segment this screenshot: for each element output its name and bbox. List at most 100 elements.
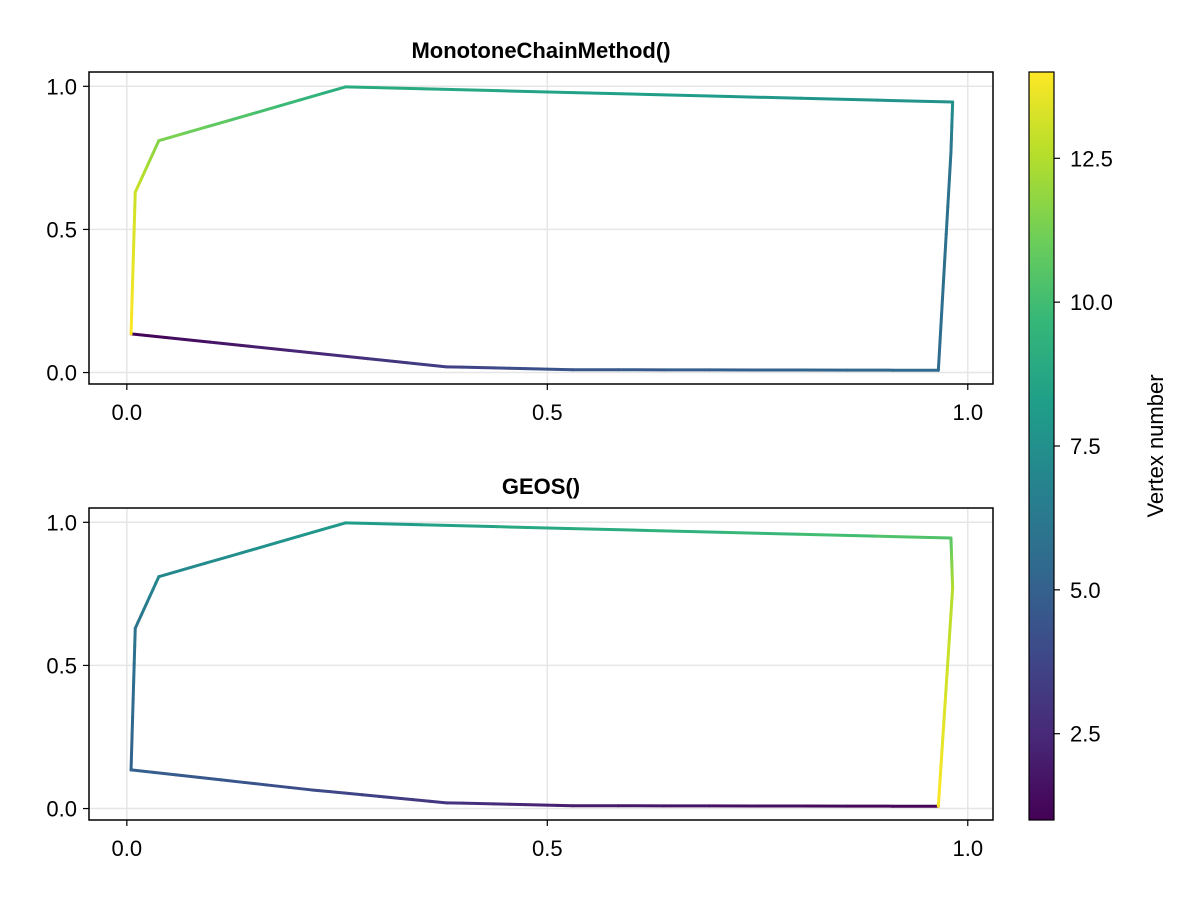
colorbar: 2.5 5.0 7.5 10.0 12.5 Vertex number [1028,71,1168,821]
panel-1-series-0-segment-3-4 [943,232,948,263]
panel-1-series-0-segment-5-1 [799,96,879,102]
panel-2-ticks: 0.0 0.5 1.0 0.0 0.5 1.0 [46,510,983,861]
panel-1-series-0-segment-5-4 [571,91,651,96]
panel-2-series-0-segment-6-0 [157,568,184,579]
panel-2-title: GEOS() [502,474,580,499]
panel-1-series-0-segment-5-6 [419,87,499,93]
panel-1-series-0-segment-0-6 [366,357,409,365]
panel-1-series-0-segment-0-4 [287,348,330,356]
panel-2-series-0-segment-2-1 [411,798,432,803]
panel-1-series-0-segment-6-3 [250,105,277,116]
panel-1-series-0-segment-6-2 [273,98,301,109]
panel-2-series-0-segment-2-3 [377,794,398,800]
panel-1-series-0-segment-3-3 [941,259,947,290]
panel-2-series-0-segment-9-0 [949,586,955,617]
panel-1-series-0-segment-3-7 [947,150,953,181]
panel-2-series-0-segment-3-0 [287,785,314,792]
panel-2-series-0-segment-7-3 [571,527,650,532]
colorbar-label: Vertex number [1143,374,1168,517]
panel-2-series-0-segment-4-4 [131,679,136,701]
panel-1-series-0-segment-3-0 [936,341,942,372]
panel-1-polyline [129,85,955,372]
panel-1-title: MonotoneChainMethod() [411,38,670,63]
panel-2-series-0-segment-2-0 [428,799,448,805]
panel-1-series-0-segment-8-1 [132,208,137,230]
panel-2-series-0-segment-3-7 [129,768,156,774]
panel-1-series-0-segment-3-6 [946,177,951,209]
panel-1-series-0-segment-6-1 [297,92,324,102]
panel-2-series-0-segment-7-2 [495,525,575,531]
panel-2-series-0-segment-6-1 [180,561,207,572]
panel-2-ytick-label-0: 0.0 [46,797,77,822]
panel-2-series-0-segment-9-4 [942,695,947,726]
panel-1-series-0-segment-5-2 [723,94,803,100]
panel-1-ytick-label-1: 0.5 [46,217,77,242]
panel-2-series-0-segment-4-6 [132,644,137,666]
panel-2-series-0-segment-6-3 [227,548,254,559]
panel-1-series-0-segment-8-4 [131,261,135,283]
colorbar-ticks: 2.5 5.0 7.5 10.0 12.5 [1054,146,1113,747]
panel-2-series-0-segment-2-4 [360,793,381,798]
panel-2-series-0-segment-6-6 [297,528,324,538]
panel-2-series-0-segment-2-5 [343,791,364,797]
panel-1-frame [88,71,994,385]
panel-1-ticks: 0.0 0.5 1.0 0.0 0.5 1.0 [46,74,983,425]
panel-2: GEOS() 0.0 0.5 1.0 0.0 0.5 1.0 [46,474,994,861]
panel-2-series-0-segment-3-6 [152,770,178,777]
panel-2-series-0-segment-4-5 [132,662,136,683]
panel-1: MonotoneChainMethod() 0.0 0.5 1.0 0.0 0.5 1.0 [46,38,994,425]
panel-1-series-0-segment-6-7 [157,132,184,143]
panel-1-series-0-segment-0-7 [405,361,448,369]
colorbar-bar [1028,71,1055,821]
panel-1-series-0-segment-3-1 [938,314,943,345]
panel-1-xtick-label-2: 1.0 [952,400,983,425]
panel-1-series-0-segment-8-5 [130,279,135,300]
panel-1-grid [89,72,993,384]
panel-1-series-0-segment-5-3 [647,92,727,98]
panel-1-series-0-segment-5-5 [495,89,575,95]
panel-1-series-0-segment-5-7 [343,85,423,91]
panel-1-series-0-segment-0-1 [168,336,212,344]
panel-1-ytick-label-0: 0.0 [46,361,77,386]
panel-2-series-0-segment-9-6 [938,750,944,781]
panel-2-series-0-segment-4-0 [129,750,134,772]
panel-2-series-0-segment-2-2 [394,796,415,802]
panel-1-series-0-segment-0-0 [129,332,172,340]
panel-1-series-0-segment-8-6 [130,296,134,318]
panel-2-series-0-segment-7-1 [419,523,499,529]
panel-2-ytick-label-2: 1.0 [46,510,77,535]
panel-2-series-0-segment-7-6 [798,532,877,538]
panel-1-series-0-segment-8-7 [129,314,134,336]
panel-2-polyline [129,521,955,808]
panel-2-series-0-segment-7-0 [343,521,423,527]
panel-2-series-0-segment-9-5 [940,722,946,754]
panel-2-grid [89,508,993,820]
panel-2-xtick-label-1: 0.5 [532,836,563,861]
panel-2-series-0-segment-6-7 [320,521,347,532]
panel-1-series-0-segment-0-3 [247,344,291,352]
panel-2-series-0-segment-6-4 [250,541,277,552]
panel-2-series-0-segment-4-2 [130,715,135,736]
panel-2-series-0-segment-3-5 [174,773,201,779]
panel-2-frame [88,507,994,821]
panel-1-series-0-segment-0-5 [326,352,370,361]
panel-2-series-0-segment-3-4 [197,775,223,782]
panel-2-series-0-segment-4-1 [130,732,134,754]
panel-2-series-0-segment-2-7 [310,788,331,794]
panel-2-series-0-segment-9-2 [945,641,951,672]
colorbar-tick-label-3: 10.0 [1070,290,1113,315]
panel-1-series-0-segment-6-0 [320,85,347,96]
panel-2-series-0-segment-7-4 [646,528,726,534]
colorbar-tick-label-4: 12.5 [1070,146,1113,171]
panel-2-series-0-segment-3-1 [265,783,291,789]
panel-1-series-0-segment-8-3 [131,243,136,265]
colorbar-tick-label-1: 5.0 [1070,578,1101,603]
panel-2-series-0-segment-3-3 [219,778,246,784]
panel-2-xtick-label-2: 1.0 [952,836,983,861]
panel-1-series-0-segment-0-2 [208,340,251,348]
panel-2-series-0-segment-9-1 [947,613,953,645]
panel-2-series-0-segment-7-7 [873,534,953,540]
panel-2-series-0-segment-6-5 [273,534,301,545]
panel-1-series-0-segment-5-0 [875,98,955,104]
